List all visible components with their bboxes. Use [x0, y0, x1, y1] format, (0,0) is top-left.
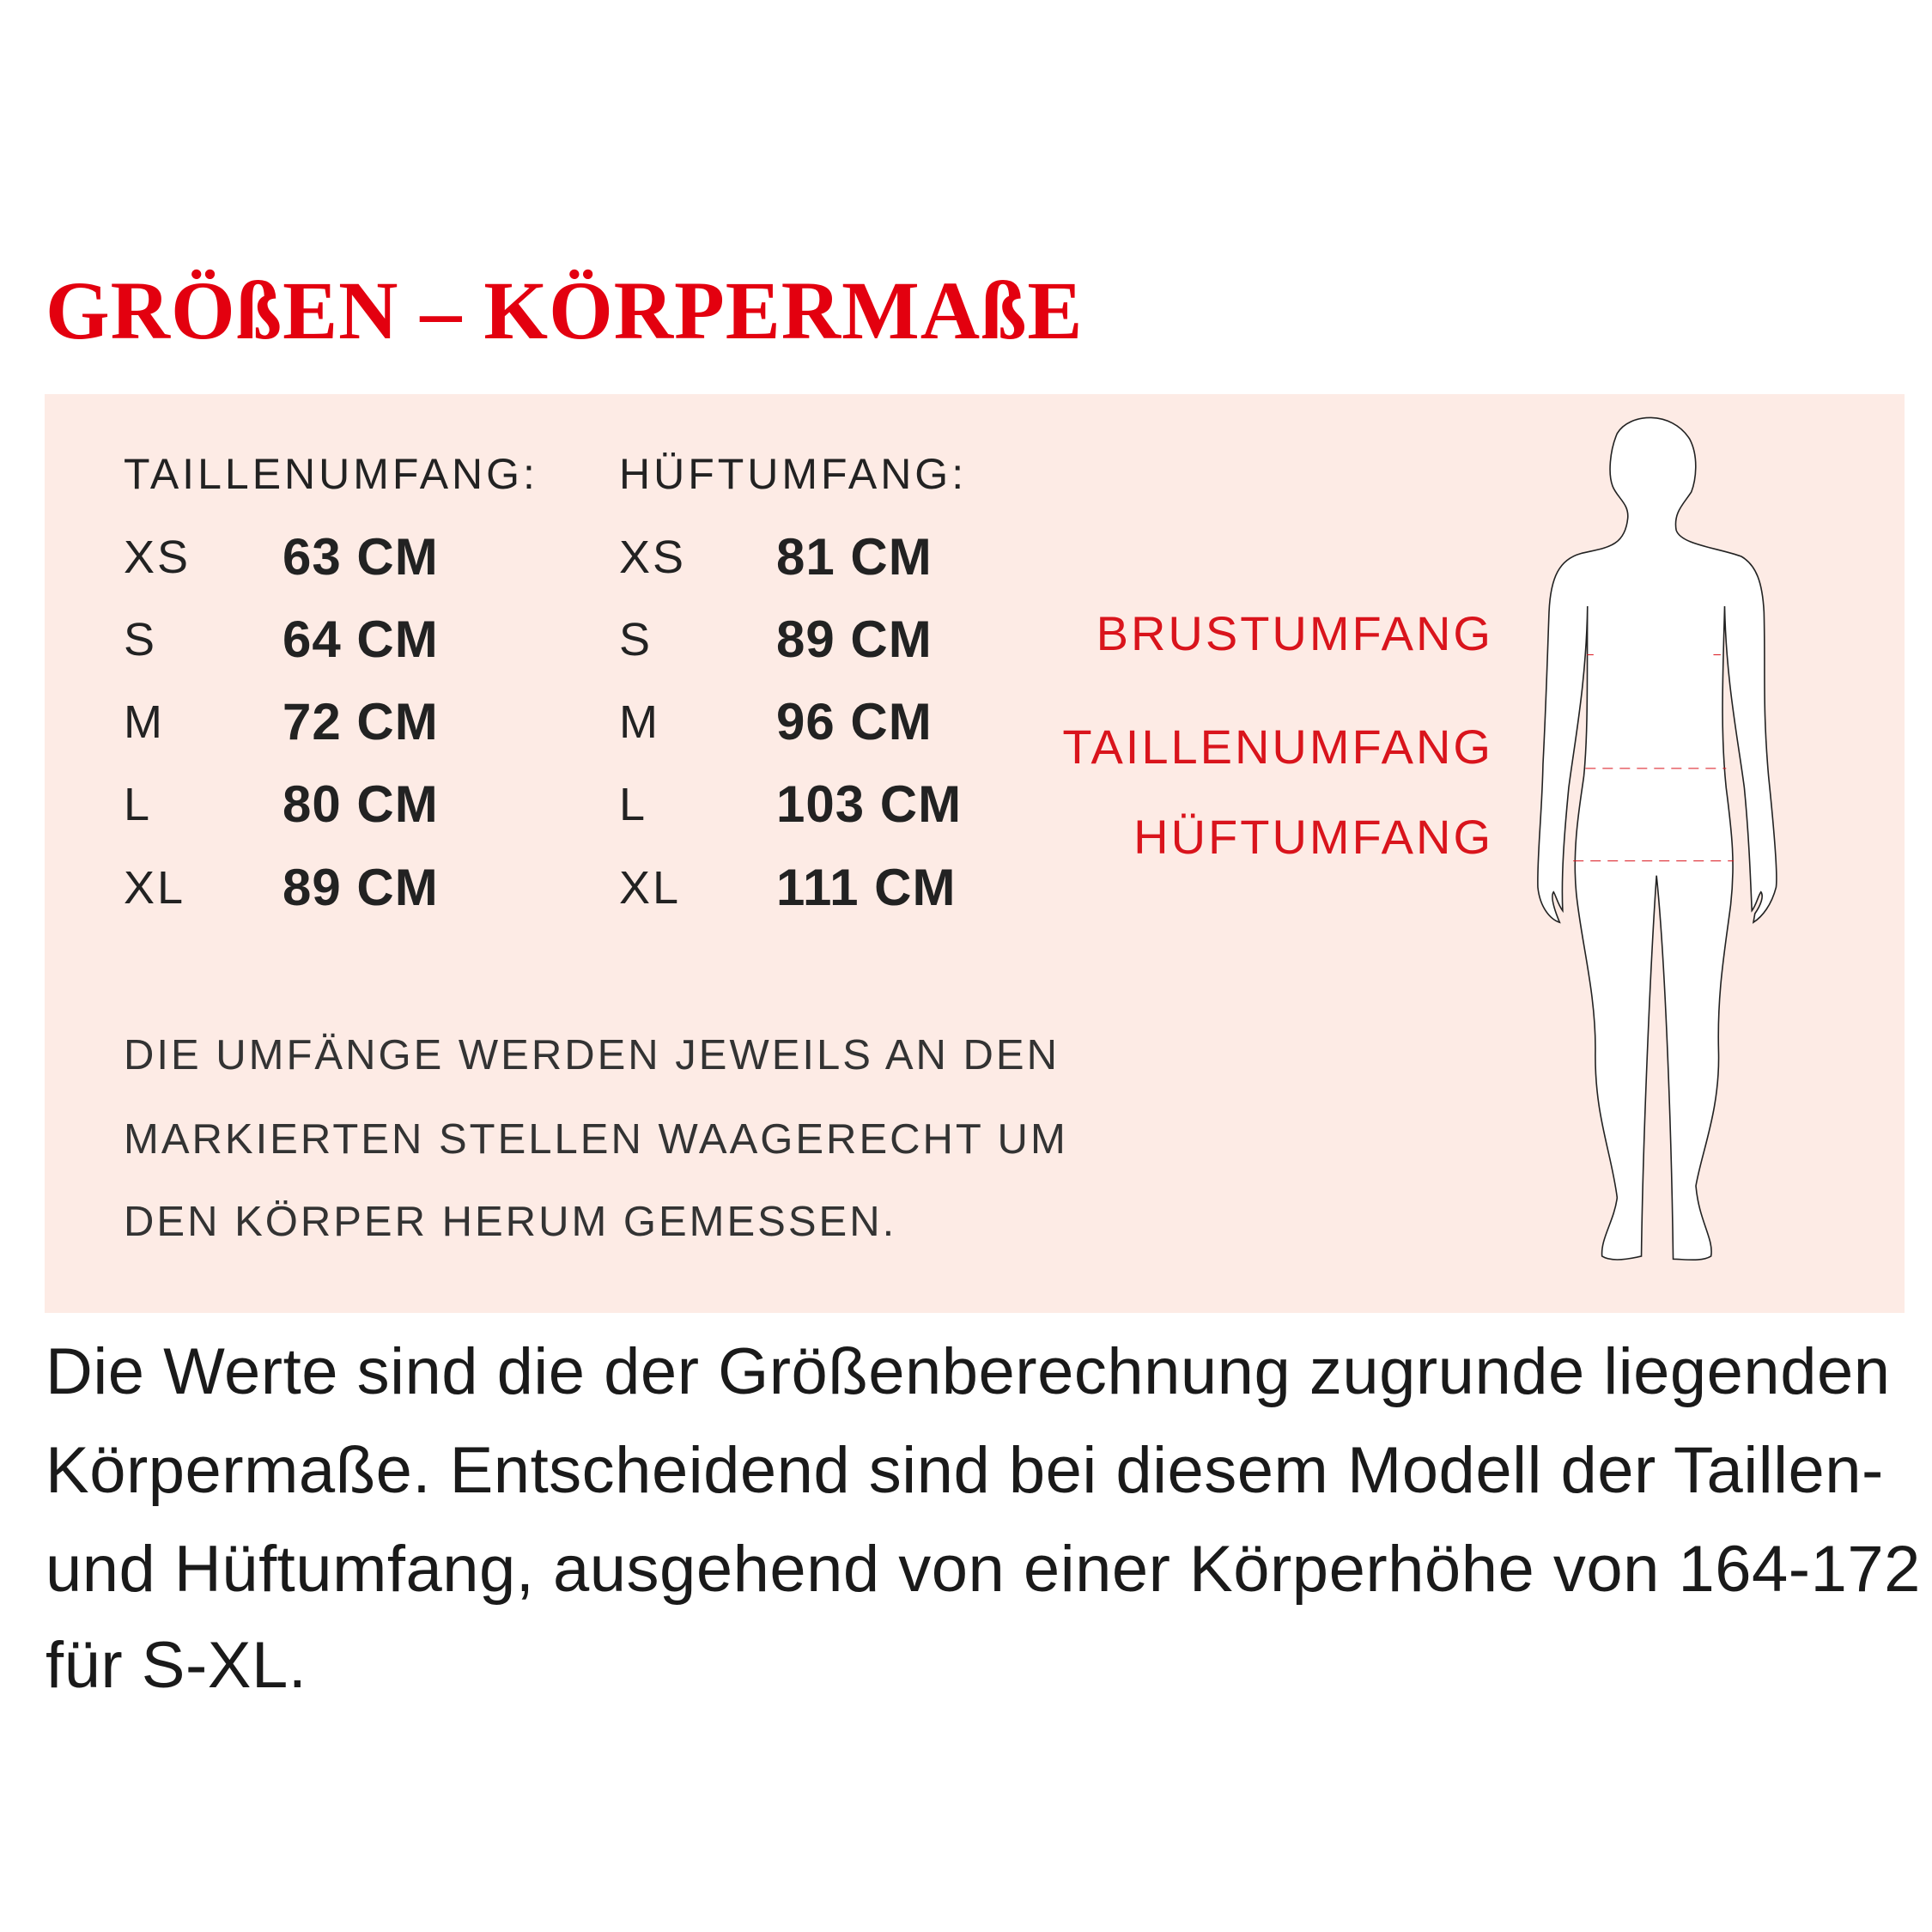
body-figure-icon — [1460, 378, 1932, 1271]
page-title: GRÖßEN – KÖRPERMAßE — [46, 264, 1084, 356]
waist-label: TAILLENUMFANG — [1062, 720, 1493, 774]
waist-size-label: L — [124, 779, 153, 830]
chest-label: BRUSTUMFANG — [1096, 606, 1493, 660]
hip-header: HÜFTUMFANG: — [619, 450, 968, 498]
hip-size-value: 96 CM — [776, 693, 933, 750]
paragraph-line: Die Werte sind die der Größenberechnung … — [46, 1335, 1891, 1408]
waist-size-label: S — [124, 614, 158, 665]
hip-size-value: 111 CM — [776, 859, 957, 916]
note-line: DEN KÖRPER HERUM GEMESSEN. — [124, 1199, 897, 1245]
waist-size-value: 72 CM — [283, 693, 439, 750]
waist-size-value: 64 CM — [283, 611, 439, 668]
waist-size-label: XL — [124, 862, 186, 914]
waist-size-value: 89 CM — [283, 859, 439, 916]
waist-size-value: 63 CM — [283, 528, 439, 586]
note-line: DIE UMFÄNGE WERDEN JEWEILS AN DEN — [124, 1032, 1060, 1078]
paragraph-line: Körpermaße. Entscheidend sind bei diesem… — [46, 1434, 1884, 1507]
hip-size-label: M — [619, 696, 660, 748]
waist-size-value: 80 CM — [283, 775, 439, 833]
hip-size-value: 81 CM — [776, 528, 933, 586]
hip-size-value: 103 CM — [776, 775, 963, 833]
hip-size-label: XS — [619, 532, 687, 583]
paragraph-line: und Hüftumfang, ausgehend von einer Körp… — [46, 1533, 1932, 1606]
waist-size-label: XS — [124, 532, 191, 583]
waist-size-label: M — [124, 696, 165, 748]
hip-size-label: L — [619, 779, 648, 830]
hip-size-label: S — [619, 614, 653, 665]
hip-label: HÜFTUMFANG — [1133, 810, 1493, 864]
body-outline — [1538, 417, 1777, 1260]
waist-header: TAILLENUMFANG: — [124, 450, 538, 498]
hip-size-value: 89 CM — [776, 611, 933, 668]
paragraph-line: für S-XL. — [46, 1629, 307, 1702]
hip-size-label: XL — [619, 862, 682, 914]
note-line: MARKIERTEN STELLEN WAAGERECHT UM — [124, 1116, 1068, 1163]
